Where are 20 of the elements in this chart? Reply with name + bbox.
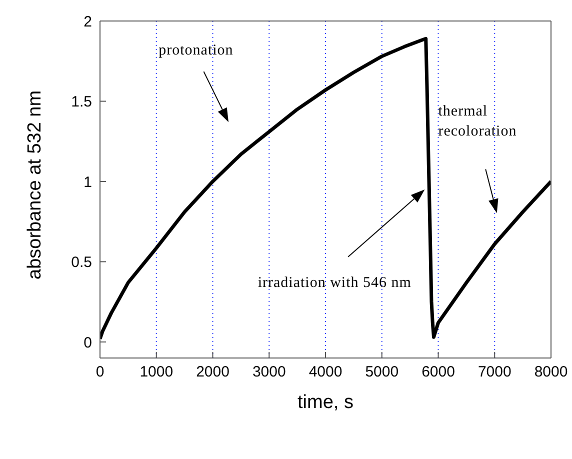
x-tick-label: 8000 bbox=[534, 364, 568, 381]
annotation: protonation bbox=[158, 42, 234, 59]
y-tick-label: 0 bbox=[84, 334, 92, 352]
x-tick-label: 4000 bbox=[308, 364, 342, 381]
annotation: irradiation with 546 nm bbox=[258, 275, 412, 292]
line-series bbox=[100, 36, 551, 340]
x-tick-label: 3000 bbox=[252, 364, 286, 381]
y-tick-label: 1.5 bbox=[71, 94, 92, 111]
x-tick-label: 6000 bbox=[422, 364, 455, 381]
annotation: thermal recoloration bbox=[438, 103, 517, 140]
y-axis-title: absorbance at 532 nm bbox=[24, 90, 46, 280]
y-tick-label: 0.5 bbox=[71, 254, 92, 272]
y-tick-label: 2 bbox=[84, 13, 92, 30]
x-tick-label: 7000 bbox=[478, 364, 512, 381]
x-axis-title: time, s bbox=[298, 392, 354, 413]
x-tick-label: 2000 bbox=[196, 364, 230, 381]
y-tick-label: 1 bbox=[84, 174, 92, 191]
x-tick-label: 5000 bbox=[365, 364, 399, 381]
x-tick-label: 1000 bbox=[140, 364, 174, 381]
x-tick-label: 0 bbox=[96, 364, 104, 381]
